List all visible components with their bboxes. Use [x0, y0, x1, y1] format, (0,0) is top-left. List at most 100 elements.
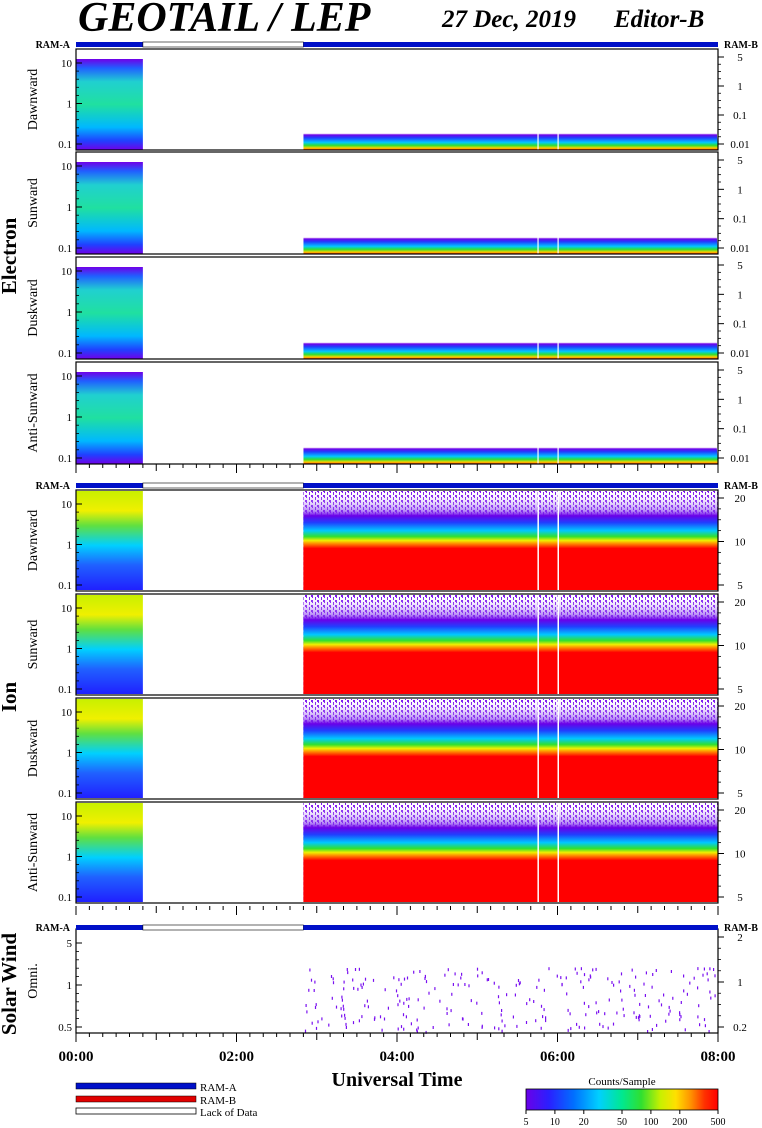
panel-label: Sunward	[26, 620, 41, 670]
count-speck	[663, 993, 665, 997]
count-speck	[665, 1019, 667, 1023]
count-speck	[446, 1007, 448, 1011]
count-speck	[454, 972, 456, 976]
spectrogram-block-late	[303, 112, 718, 150]
right-tick-label: 5	[737, 892, 743, 904]
count-speck	[710, 996, 712, 1000]
count-speck	[362, 982, 364, 986]
count-speck	[444, 973, 446, 977]
count-speck	[417, 998, 419, 1002]
count-speck	[631, 968, 633, 972]
legend-label-ram-b: RAM-B	[200, 1095, 236, 1107]
count-speck	[639, 1002, 641, 1006]
count-speck	[595, 1001, 597, 1005]
right-tick-label: 0.01	[730, 453, 749, 465]
count-speck	[697, 986, 699, 990]
left-tick-label: 0.1	[58, 580, 72, 592]
data-gap-line	[537, 212, 539, 254]
panel-label: Duskward	[26, 720, 41, 778]
right-tick-label: 0.01	[730, 243, 749, 255]
count-speck	[335, 1005, 338, 1009]
count-speck	[424, 974, 426, 978]
count-speck	[598, 1010, 600, 1014]
count-speck	[543, 1008, 545, 1012]
right-tick-label: 1	[737, 289, 743, 301]
count-speck	[620, 972, 623, 976]
count-speck	[697, 967, 699, 971]
count-speck	[501, 1019, 503, 1023]
count-speck	[501, 1029, 503, 1033]
left-tick-label: 10	[61, 707, 73, 719]
count-speck	[566, 992, 568, 996]
data-gap-line	[537, 595, 539, 694]
count-speck	[578, 1025, 580, 1029]
count-speck	[515, 983, 517, 987]
count-speck	[387, 1006, 389, 1010]
count-speck	[384, 988, 386, 992]
legend-swatch-ram-a	[75, 1082, 197, 1090]
legend-label-ram-a: RAM-A	[200, 1082, 237, 1094]
ram-segment	[303, 925, 718, 930]
count-speck	[481, 1025, 483, 1029]
count-speck	[611, 981, 613, 984]
count-speck	[341, 998, 343, 1002]
count-speck	[561, 983, 563, 987]
count-speck	[481, 1011, 483, 1015]
colorbar-tick-label: 20	[579, 1117, 589, 1128]
count-speck	[540, 1004, 543, 1008]
right-tick-label: 5	[737, 365, 743, 377]
count-speck	[342, 1004, 344, 1008]
count-speck	[686, 992, 688, 996]
data-gap-line	[537, 491, 539, 590]
count-speck	[397, 1027, 399, 1031]
panel-label: Duskward	[26, 279, 41, 337]
panel-electron-sunward: Sunward 10 1 0.1 5 1 0.1 0.01	[26, 151, 750, 255]
right-tick-label: 20	[735, 701, 747, 713]
spectrogram-block-early	[76, 372, 143, 464]
count-speck	[364, 977, 367, 981]
count-speck	[506, 993, 508, 997]
colorbar-tick-label: 200	[672, 1117, 687, 1128]
count-speck	[341, 995, 343, 999]
right-tick-label: 0.1	[733, 424, 747, 436]
right-tick-label: 0.1	[733, 110, 747, 122]
count-speck	[374, 1016, 376, 1020]
count-speck	[519, 981, 521, 985]
count-speck	[569, 1012, 571, 1016]
left-tick-label: 1	[67, 202, 73, 214]
right-tick-label: 20	[735, 805, 747, 817]
count-speck	[419, 970, 421, 973]
count-speck	[612, 1022, 615, 1026]
count-speck	[709, 990, 711, 994]
count-speck	[529, 998, 531, 1002]
left-tick-label: 0.1	[58, 788, 72, 800]
count-speck	[366, 999, 368, 1003]
count-speck	[584, 1026, 586, 1030]
colorbar-tick-label: 100	[643, 1117, 658, 1128]
colorbar-gradient	[525, 1088, 719, 1111]
count-speck	[361, 986, 363, 989]
count-speck	[592, 968, 594, 972]
count-speck	[416, 1030, 418, 1034]
count-speck	[476, 967, 479, 971]
count-speck	[345, 1022, 347, 1026]
count-speck	[616, 1011, 618, 1015]
count-speck	[588, 978, 590, 982]
count-speck	[413, 970, 415, 974]
count-speck	[629, 984, 631, 988]
left-tick-label: 0.1	[58, 892, 72, 904]
count-speck	[704, 1024, 706, 1028]
count-speck	[408, 1004, 410, 1008]
count-speck	[379, 1015, 382, 1019]
data-gap-line	[557, 803, 559, 902]
spectrogram-panels: Dawnward 10 1 0.1 5 1 0.1 0.01 Sunward 10 1 0.1 5 1 0.…	[26, 48, 750, 1034]
count-speck	[693, 976, 695, 980]
right-tick-label: 5	[737, 580, 743, 592]
count-speck	[576, 971, 578, 975]
count-speck	[689, 981, 691, 985]
count-speck	[406, 997, 408, 1001]
count-speck	[658, 999, 660, 1003]
count-speck	[313, 989, 315, 992]
count-speck	[314, 1006, 317, 1009]
count-speck	[543, 988, 545, 992]
